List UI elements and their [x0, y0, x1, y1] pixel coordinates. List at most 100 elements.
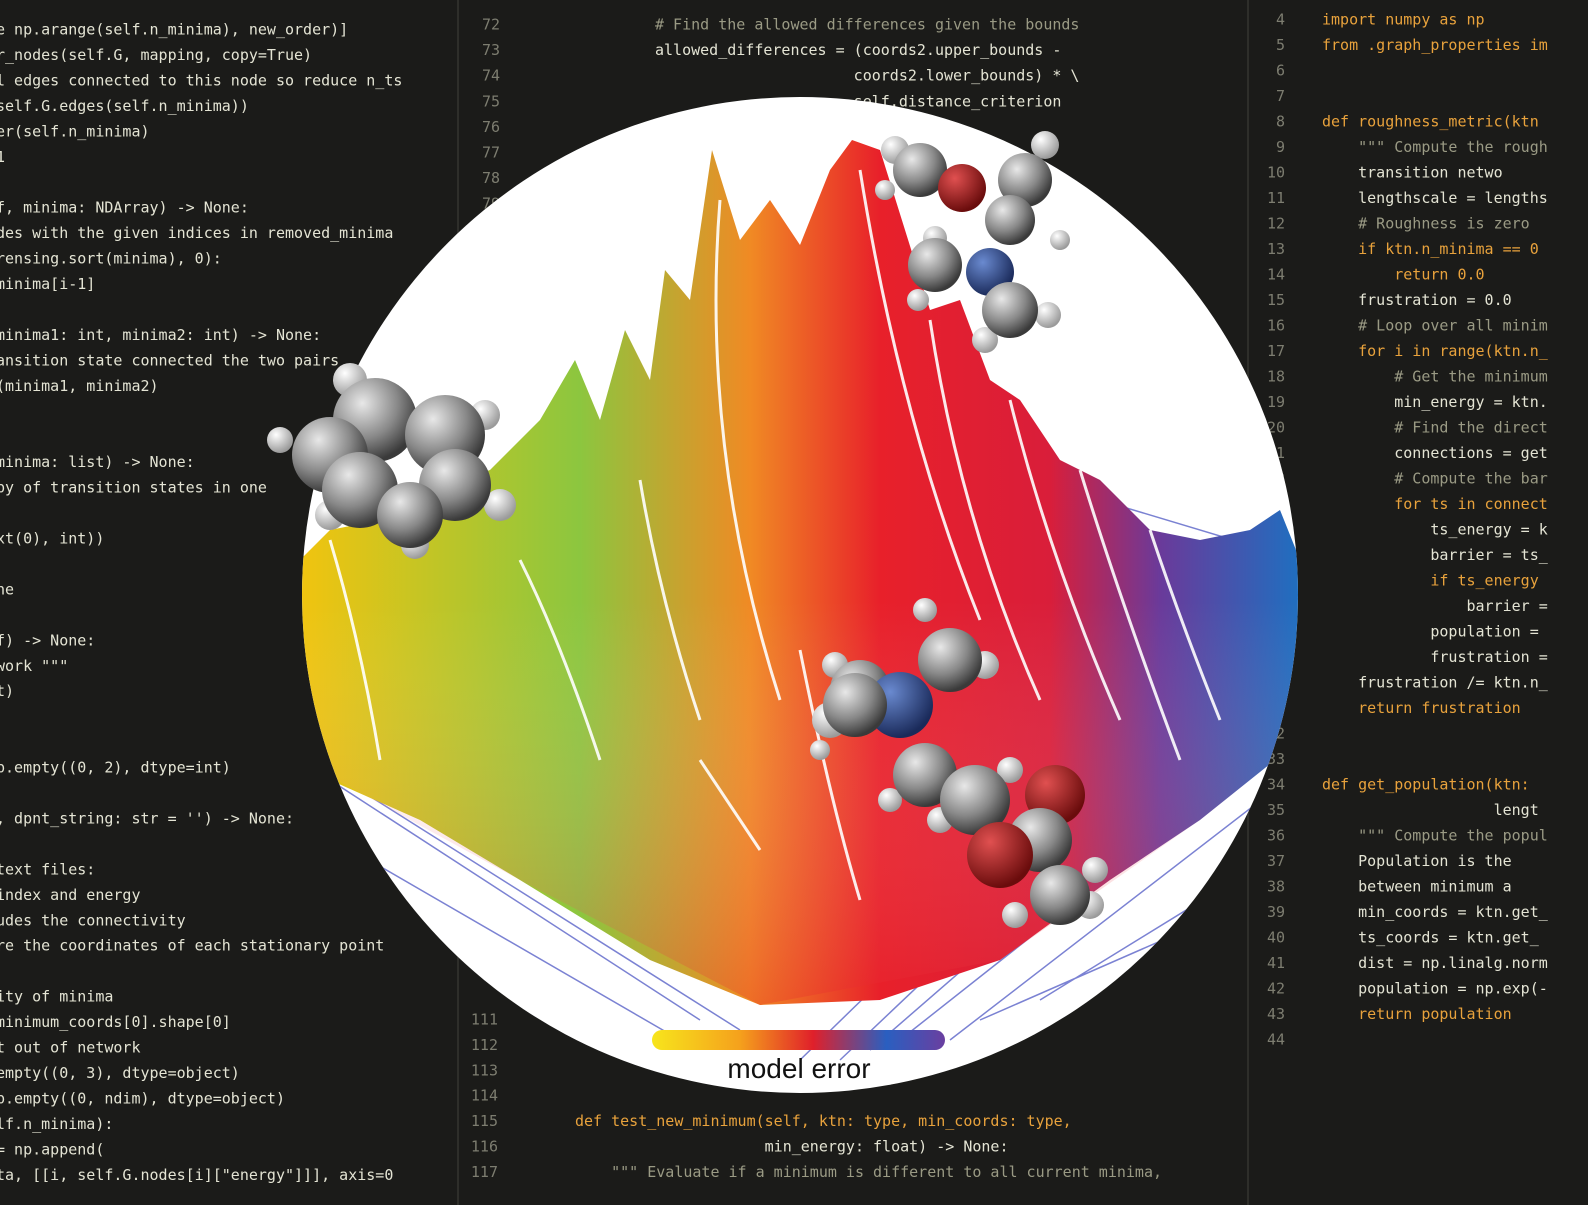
- line-number: 12: [1267, 215, 1285, 233]
- code-line: minima: list) -> None:: [0, 453, 195, 471]
- line-number: 36: [1267, 827, 1285, 845]
- line-number: 116: [471, 1138, 498, 1156]
- code-line: ne: [0, 580, 14, 598]
- line-number: 11: [1267, 189, 1285, 207]
- molecule: [875, 131, 1070, 353]
- code-line: barrier = ts_: [1322, 546, 1549, 564]
- code-line: = np.append(: [0, 1140, 104, 1158]
- line-number: 75: [482, 92, 500, 110]
- line-number: 19: [1267, 393, 1285, 411]
- code-line: f) -> None:: [0, 631, 95, 649]
- code-line: e np.arange(self.n_minima), new_order)]: [0, 21, 348, 39]
- line-number: 72: [482, 16, 500, 34]
- code-line: transition netwo: [1322, 164, 1503, 182]
- line-number: 14: [1267, 266, 1285, 284]
- line-number: 5: [1276, 36, 1285, 54]
- code-line: udes the connectivity: [0, 911, 186, 929]
- code-line: ts_energy = k: [1322, 521, 1548, 539]
- code-line: population = np.exp(-: [1322, 980, 1548, 998]
- code-line: # Find the allowed differences given the…: [655, 16, 1079, 34]
- line-number: 113: [471, 1061, 498, 1079]
- code-line: for i in range(ktn.n_: [1322, 342, 1549, 360]
- line-number: 74: [482, 67, 500, 85]
- code-line: des with the given indices in removed_mi…: [0, 224, 393, 242]
- code-line: """ Compute the rough: [1322, 138, 1548, 156]
- code-line: def get_population(ktn:: [1322, 776, 1539, 794]
- code-line: minimum_coords[0].shape[0]: [0, 1013, 231, 1031]
- colorbar-label: model error: [727, 1053, 870, 1084]
- code-line: frustration =: [1322, 648, 1548, 666]
- code-line: allowed_differences = (coords2.upper_bou…: [655, 41, 1061, 59]
- code-line: min_energy: float) -> None:: [575, 1138, 1008, 1156]
- code-line: def test_new_minimum(self, ktn: type, mi…: [575, 1112, 1072, 1130]
- code-line: # Roughness is zero: [1322, 215, 1530, 233]
- code-line: dist = np.linalg.norm: [1322, 954, 1548, 972]
- code-line: frustration /= ktn.n_: [1322, 674, 1549, 692]
- code-line: min_coords = ktn.get_: [1322, 903, 1549, 921]
- code-line: for ts in connect: [1322, 495, 1548, 513]
- code-line: text files:: [0, 860, 95, 878]
- code-line: minima[i-1]: [0, 275, 95, 293]
- code-line: self.G.edges(self.n_minima)): [0, 97, 249, 115]
- code-line: p.empty((0, 2), dtype=int): [0, 759, 231, 777]
- code-line: ity of minima: [0, 988, 113, 1006]
- code-line: return 0.0: [1322, 266, 1485, 284]
- code-line: import numpy as np: [1322, 11, 1485, 29]
- code-line: Population is the: [1322, 852, 1512, 870]
- line-number: 78: [482, 169, 500, 187]
- code-line: t): [0, 682, 14, 700]
- line-number: 4: [1276, 11, 1285, 29]
- code-line: py of transition states in one: [0, 479, 267, 497]
- line-number: 37: [1267, 852, 1285, 870]
- code-line: er(self.n_minima): [0, 122, 150, 140]
- line-number: 7: [1276, 87, 1285, 105]
- code-line: lf.n_minima):: [0, 1115, 113, 1133]
- molecule: [810, 598, 1108, 928]
- code-line: ts_coords = ktn.get_: [1322, 929, 1540, 947]
- line-number: 17: [1267, 342, 1285, 360]
- line-number: 40: [1267, 929, 1285, 947]
- line-number: 117: [471, 1163, 498, 1181]
- code-line: # Get the minimum: [1322, 368, 1548, 386]
- code-line: xt(0), int)): [0, 530, 104, 548]
- line-number: 112: [471, 1036, 498, 1054]
- line-number: 18: [1267, 368, 1285, 386]
- code-line: work """: [0, 657, 68, 675]
- line-number: 15: [1267, 291, 1285, 309]
- code-line: empty((0, 3), dtype=object): [0, 1064, 240, 1082]
- line-number: 9: [1276, 138, 1285, 156]
- code-line: def roughness_metric(ktn: [1322, 113, 1539, 131]
- code-line: # Compute the bar: [1322, 470, 1548, 488]
- line-number: 8: [1276, 113, 1285, 131]
- line-number: 10: [1267, 164, 1285, 182]
- code-line: from .graph_properties im: [1322, 36, 1548, 54]
- code-line: r_nodes(self.G, mapping, copy=True): [0, 46, 312, 64]
- code-line: """ Evaluate if a minimum is different t…: [575, 1163, 1162, 1181]
- code-line: population =: [1322, 623, 1539, 641]
- code-line: connections = get: [1322, 444, 1548, 462]
- line-number: 13: [1267, 240, 1285, 258]
- code-line: frustration = 0.0: [1322, 291, 1512, 309]
- line-number: 76: [482, 118, 500, 136]
- code-line: if ts_energy: [1322, 572, 1539, 590]
- code-line: re the coordinates of each stationary po…: [0, 937, 384, 955]
- line-number: 38: [1267, 878, 1285, 896]
- code-line: 1: [0, 148, 5, 166]
- line-number: 16: [1267, 317, 1285, 335]
- code-line: index and energy: [0, 886, 141, 904]
- colorbar: [652, 1030, 945, 1050]
- line-number: 115: [471, 1112, 498, 1130]
- code-line: ansition state connected the two pairs: [0, 351, 339, 369]
- code-line: l edges connected to this node so reduce…: [0, 71, 402, 89]
- line-number: 114: [471, 1087, 498, 1105]
- code-line: ta, [[i, self.G.nodes[i]["energy"]]], ax…: [0, 1166, 393, 1184]
- code-line: if ktn.n_minima == 0: [1322, 240, 1539, 258]
- code-line: lengt: [1322, 801, 1539, 819]
- code-line: """ Compute the popul: [1322, 827, 1548, 845]
- line-number: 77: [482, 144, 500, 162]
- code-line: barrier =: [1322, 597, 1548, 615]
- code-line: rensing.sort(minima), 0):: [0, 250, 222, 268]
- code-line: coords2.lower_bounds) * \: [655, 67, 1079, 85]
- line-number: 44: [1267, 1031, 1285, 1049]
